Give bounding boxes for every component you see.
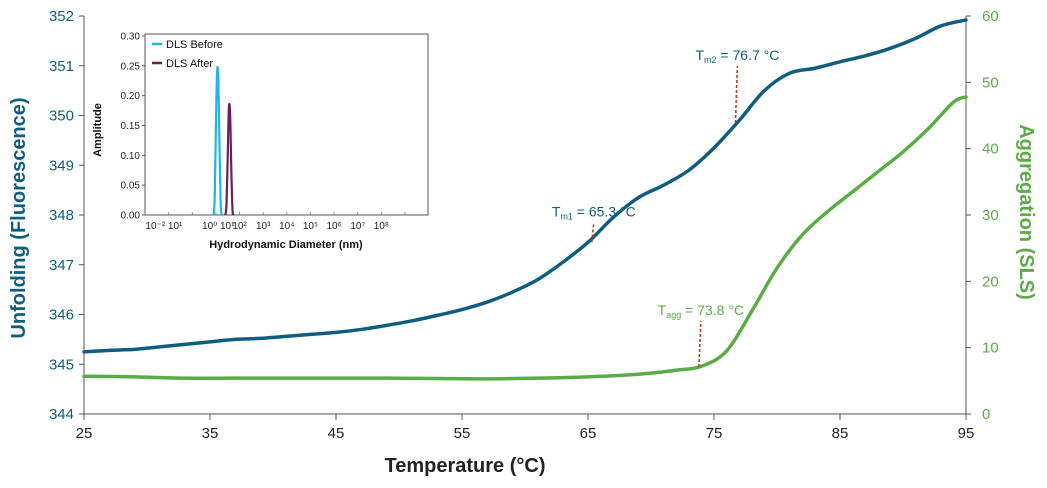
- inset-x-tick-label: 10⁴: [279, 221, 294, 232]
- sls-aggregation-line: [82, 95, 968, 381]
- x-tick-label: 85: [832, 425, 849, 442]
- inset-series-group: [212, 65, 235, 216]
- inset-y-axis-title: Amplitude: [92, 103, 104, 157]
- transition-marker-m2: [734, 65, 739, 123]
- y2-tick-label: 20: [982, 273, 999, 290]
- inset-y-tick-label: 0.30: [121, 32, 141, 43]
- inset-x-tick-label: 10⁸: [374, 221, 389, 232]
- y2-tick-label: 0: [982, 406, 990, 423]
- y2-axis-title: Aggregation (SLS): [1015, 124, 1037, 300]
- inset-x-tick-label: 10⁰ 10¹: [202, 221, 235, 232]
- inset-x-tick-label: 10⁻² 10¹: [145, 221, 183, 232]
- x-tick-label: 55: [454, 425, 471, 442]
- y-tick-label: 347: [49, 257, 74, 274]
- inset-x-tick-label: 10⁶: [326, 221, 341, 232]
- inset-x-axis-title: Hydrodynamic Diameter (nm): [209, 239, 363, 251]
- inset-y-tick-label: 0.15: [121, 121, 141, 132]
- transition-label-agg: Tagg = 73.8 °C: [658, 302, 744, 320]
- dls-before-peak: [212, 65, 223, 216]
- y-tick-label: 348: [49, 207, 74, 224]
- inset-y-tick-label: 0.25: [121, 61, 141, 72]
- inset-x-tick-label: 10³: [256, 221, 271, 232]
- inset-y-tick-label: 0.00: [121, 211, 141, 222]
- transition-marker-agg: [698, 321, 702, 367]
- y2-tick-label: 50: [982, 74, 999, 91]
- main-series-group: [82, 18, 968, 381]
- inset-legend-label: DLS After: [166, 58, 213, 70]
- y-tick-label: 345: [49, 356, 74, 373]
- x-tick-label: 35: [202, 425, 219, 442]
- inset-x-tick-label: 10⁵: [303, 221, 318, 232]
- x-axis-title: Temperature (°C): [385, 455, 546, 477]
- inset-frame: [144, 33, 429, 216]
- x-tick-label: 45: [328, 425, 345, 442]
- inset-y-tick-label: 0.10: [121, 151, 141, 162]
- y-tick-label: 351: [49, 58, 74, 75]
- y-tick-label: 349: [49, 157, 74, 174]
- transition-marker-m1: [590, 222, 595, 243]
- fluorescence-unfolding-line: [82, 18, 968, 354]
- main-axes: 25 35 45 55 65 75 85 95 344 345 346 347 348 349 350 351…: [49, 8, 999, 442]
- inset-y-tick-label: 0.20: [121, 91, 141, 102]
- transition-label-m2: Tm2 = 76.7 °C: [695, 47, 779, 65]
- transition-label-m1: Tm1 = 65.3 °C: [552, 203, 636, 221]
- y-tick-label: 344: [49, 406, 74, 423]
- y-tick-label: 350: [49, 108, 74, 125]
- y2-tick-label: 60: [982, 8, 999, 25]
- y2-tick-label: 30: [982, 207, 999, 224]
- y2-tick-label: 10: [982, 340, 999, 357]
- dls-after-peak: [224, 102, 235, 216]
- inset-x-tick-label: 10²: [232, 221, 247, 232]
- x-tick-label: 95: [958, 425, 975, 442]
- annotations-group: Tm1 = 65.3 °C Tm2 = 76.7 °C Tagg = 73.8 °C: [552, 47, 779, 367]
- x-tick-label: 75: [706, 425, 723, 442]
- y-axis-title: Unfolding (Fluorescence): [8, 97, 30, 338]
- x-tick-label: 65: [580, 425, 597, 442]
- inset-legend-label: DLS Before: [166, 39, 223, 51]
- y-tick-label: 352: [49, 8, 74, 25]
- x-tick-label: 25: [76, 425, 93, 442]
- dls-inset-chart: 0.00 0.05 0.10 0.15 0.20 0.25 0.30 10⁻² 10¹ 10⁰ …: [92, 32, 429, 251]
- inset-legend: DLS Before DLS After: [152, 39, 223, 70]
- y2-tick-label: 40: [982, 141, 999, 158]
- y-tick-label: 346: [49, 307, 74, 324]
- inset-y-tick-label: 0.05: [121, 181, 141, 192]
- inset-x-tick-label: 10⁷: [350, 221, 365, 232]
- inset-axes: 0.00 0.05 0.10 0.15 0.20 0.25 0.30 10⁻² 10¹ 10⁰ …: [121, 32, 406, 232]
